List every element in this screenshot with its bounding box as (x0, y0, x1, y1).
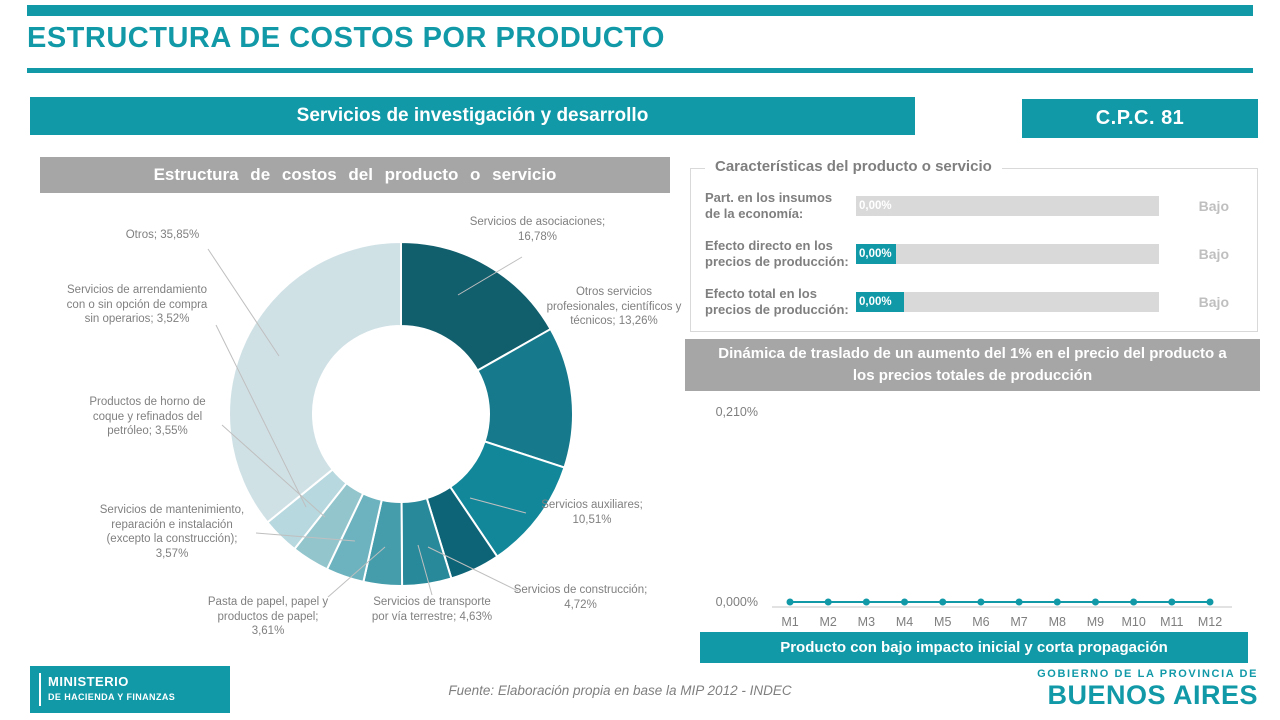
data-point-M4 (901, 598, 909, 606)
government-logo: GOBIERNO DE LA PROVINCIA DE BUENOS AIRES (1037, 668, 1258, 709)
data-point-M7 (1015, 598, 1023, 606)
data-point-M8 (1053, 598, 1061, 606)
characteristic-bar: 0,00% (856, 196, 1159, 216)
characteristic-row-1: Efecto directo en los precios de producc… (691, 231, 1257, 277)
data-point-M9 (1091, 598, 1099, 606)
ministry-name: MINISTERIO (48, 674, 129, 689)
donut-slice-9 (228, 241, 402, 524)
x-tick-M2: M2 (819, 615, 836, 629)
donut-slice-label-1: Otros servicios profesionales, científic… (546, 286, 682, 328)
cost-structure-donut-chart: Servicios de asociaciones; 16,78% Otros s… (40, 195, 700, 660)
x-tick-M4: M4 (896, 615, 913, 629)
donut-label-line-3 (427, 546, 519, 592)
dynamics-header: Dinámica de traslado de un aumento del 1… (685, 339, 1260, 391)
data-point-M10 (1130, 598, 1138, 606)
ministry-logo: MINISTERIO DE HACIENDA Y FINANZAS (30, 666, 230, 713)
characteristic-label: Part. en los insumos de la economía: (705, 189, 833, 221)
data-point-M2 (824, 598, 832, 606)
donut-slice-label-2: Servicios auxiliares; 10,51% (541, 499, 643, 526)
characteristic-value: 0,00% (859, 248, 892, 260)
characteristic-bar: 0,00% (856, 292, 1159, 312)
conclusion-banner: Producto con bajo impacto inicial y cort… (700, 632, 1248, 663)
x-tick-M5: M5 (934, 615, 951, 629)
ministry-logo-divider (39, 673, 41, 706)
page-title: ESTRUCTURA DE COSTOS POR PRODUCTO (27, 22, 665, 54)
donut-slice-label-6: Servicios de mantenimiento, reparación e… (99, 504, 245, 561)
product-banner: Servicios de investigación y desarrollo (30, 97, 915, 135)
x-tick-M1: M1 (781, 615, 798, 629)
donut-label-line-4 (417, 544, 433, 596)
data-point-M5 (939, 598, 947, 606)
characteristic-row-0: Part. en los insumos de la economía: 0,00… (691, 183, 1257, 229)
government-logo-line2: BUENOS AIRES (1047, 680, 1258, 710)
donut-slice-label-3: Servicios de construcción; 4,72% (513, 584, 648, 611)
characteristic-value: 0,00% (859, 296, 892, 308)
characteristic-value-chip (856, 244, 896, 264)
characteristic-rating: Bajo (1198, 294, 1229, 310)
data-point-M11 (1168, 598, 1176, 606)
characteristic-label: Efecto total en los precios de producció… (705, 285, 849, 317)
data-point-M1 (786, 598, 794, 606)
data-point-M12 (1206, 598, 1214, 606)
cpc-code-badge: C.P.C. 81 (1022, 99, 1258, 138)
x-tick-M10: M10 (1121, 615, 1145, 629)
donut-label-line-9 (207, 248, 280, 357)
characteristic-row-2: Efecto total en los precios de producció… (691, 279, 1257, 325)
x-tick-M6: M6 (972, 615, 989, 629)
donut-slice-label-0: Servicios de asociaciones; 16,78% (469, 216, 606, 243)
donut-label-line-5 (327, 546, 386, 598)
source-note: Fuente: Elaboración propia en base la MI… (448, 683, 792, 698)
x-tick-M9: M9 (1087, 615, 1104, 629)
top-accent-bar (27, 5, 1253, 16)
characteristic-bar: 0,00% (856, 244, 1159, 264)
x-tick-M12: M12 (1198, 615, 1222, 629)
data-point-M6 (977, 598, 985, 606)
donut-slice-0 (400, 241, 552, 372)
donut-label-line-7 (221, 424, 326, 518)
title-divider (27, 68, 1253, 73)
cost-structure-header: Estructura de costos del producto o serv… (40, 157, 670, 193)
characteristic-rating: Bajo (1198, 198, 1229, 214)
donut-label-line-6 (255, 532, 356, 542)
data-point-M3 (862, 598, 870, 606)
propagation-line-chart: 0,210% 0,000% M1 M2 M3 M4 M5 M6 M7 M8 M9 M10 M11 M12 (700, 395, 1260, 633)
y-tick-min: 0,000% (716, 595, 758, 609)
line-chart-svg: 0,210% 0,000% M1 M2 M3 M4 M5 M6 M7 M8 M9 M10 M11 M12 (716, 405, 1232, 629)
x-tick-M8: M8 (1049, 615, 1066, 629)
donut-svg (207, 241, 574, 598)
characteristics-title: Características del producto o servicio (705, 158, 1002, 175)
donut-label-line-0 (457, 256, 523, 296)
characteristic-label: Efecto directo en los precios de producc… (705, 237, 849, 269)
donut-slice-label-5: Pasta de papel, papel y productos de pap… (207, 596, 329, 638)
characteristics-panel: Características del producto o servicio … (690, 158, 1258, 332)
characteristic-rating: Bajo (1198, 246, 1229, 262)
y-tick-max: 0,210% (716, 405, 758, 419)
donut-label-line-2 (469, 497, 527, 514)
donut-slice-label-8: Servicios de arrendamiento con o sin opc… (66, 284, 208, 326)
characteristics-rows: Part. en los insumos de la economía: 0,00… (691, 181, 1257, 327)
x-tick-M3: M3 (858, 615, 875, 629)
donut-slice-label-9: Otros; 35,85% (125, 229, 200, 241)
donut-label-line-8 (215, 324, 307, 508)
ministry-subtitle: DE HACIENDA Y FINANZAS (48, 692, 176, 702)
characteristic-value-chip (856, 292, 904, 312)
x-tick-M11: M11 (1160, 615, 1183, 629)
x-tick-M7: M7 (1010, 615, 1027, 629)
government-logo-line1: GOBIERNO DE LA PROVINCIA DE (1037, 668, 1258, 680)
characteristic-value: 0,00% (859, 200, 892, 212)
donut-slice-label-7: Productos de horno de coque y refinados … (89, 396, 206, 438)
donut-slice-label-4: Servicios de transporte por vía terrestr… (371, 596, 493, 623)
